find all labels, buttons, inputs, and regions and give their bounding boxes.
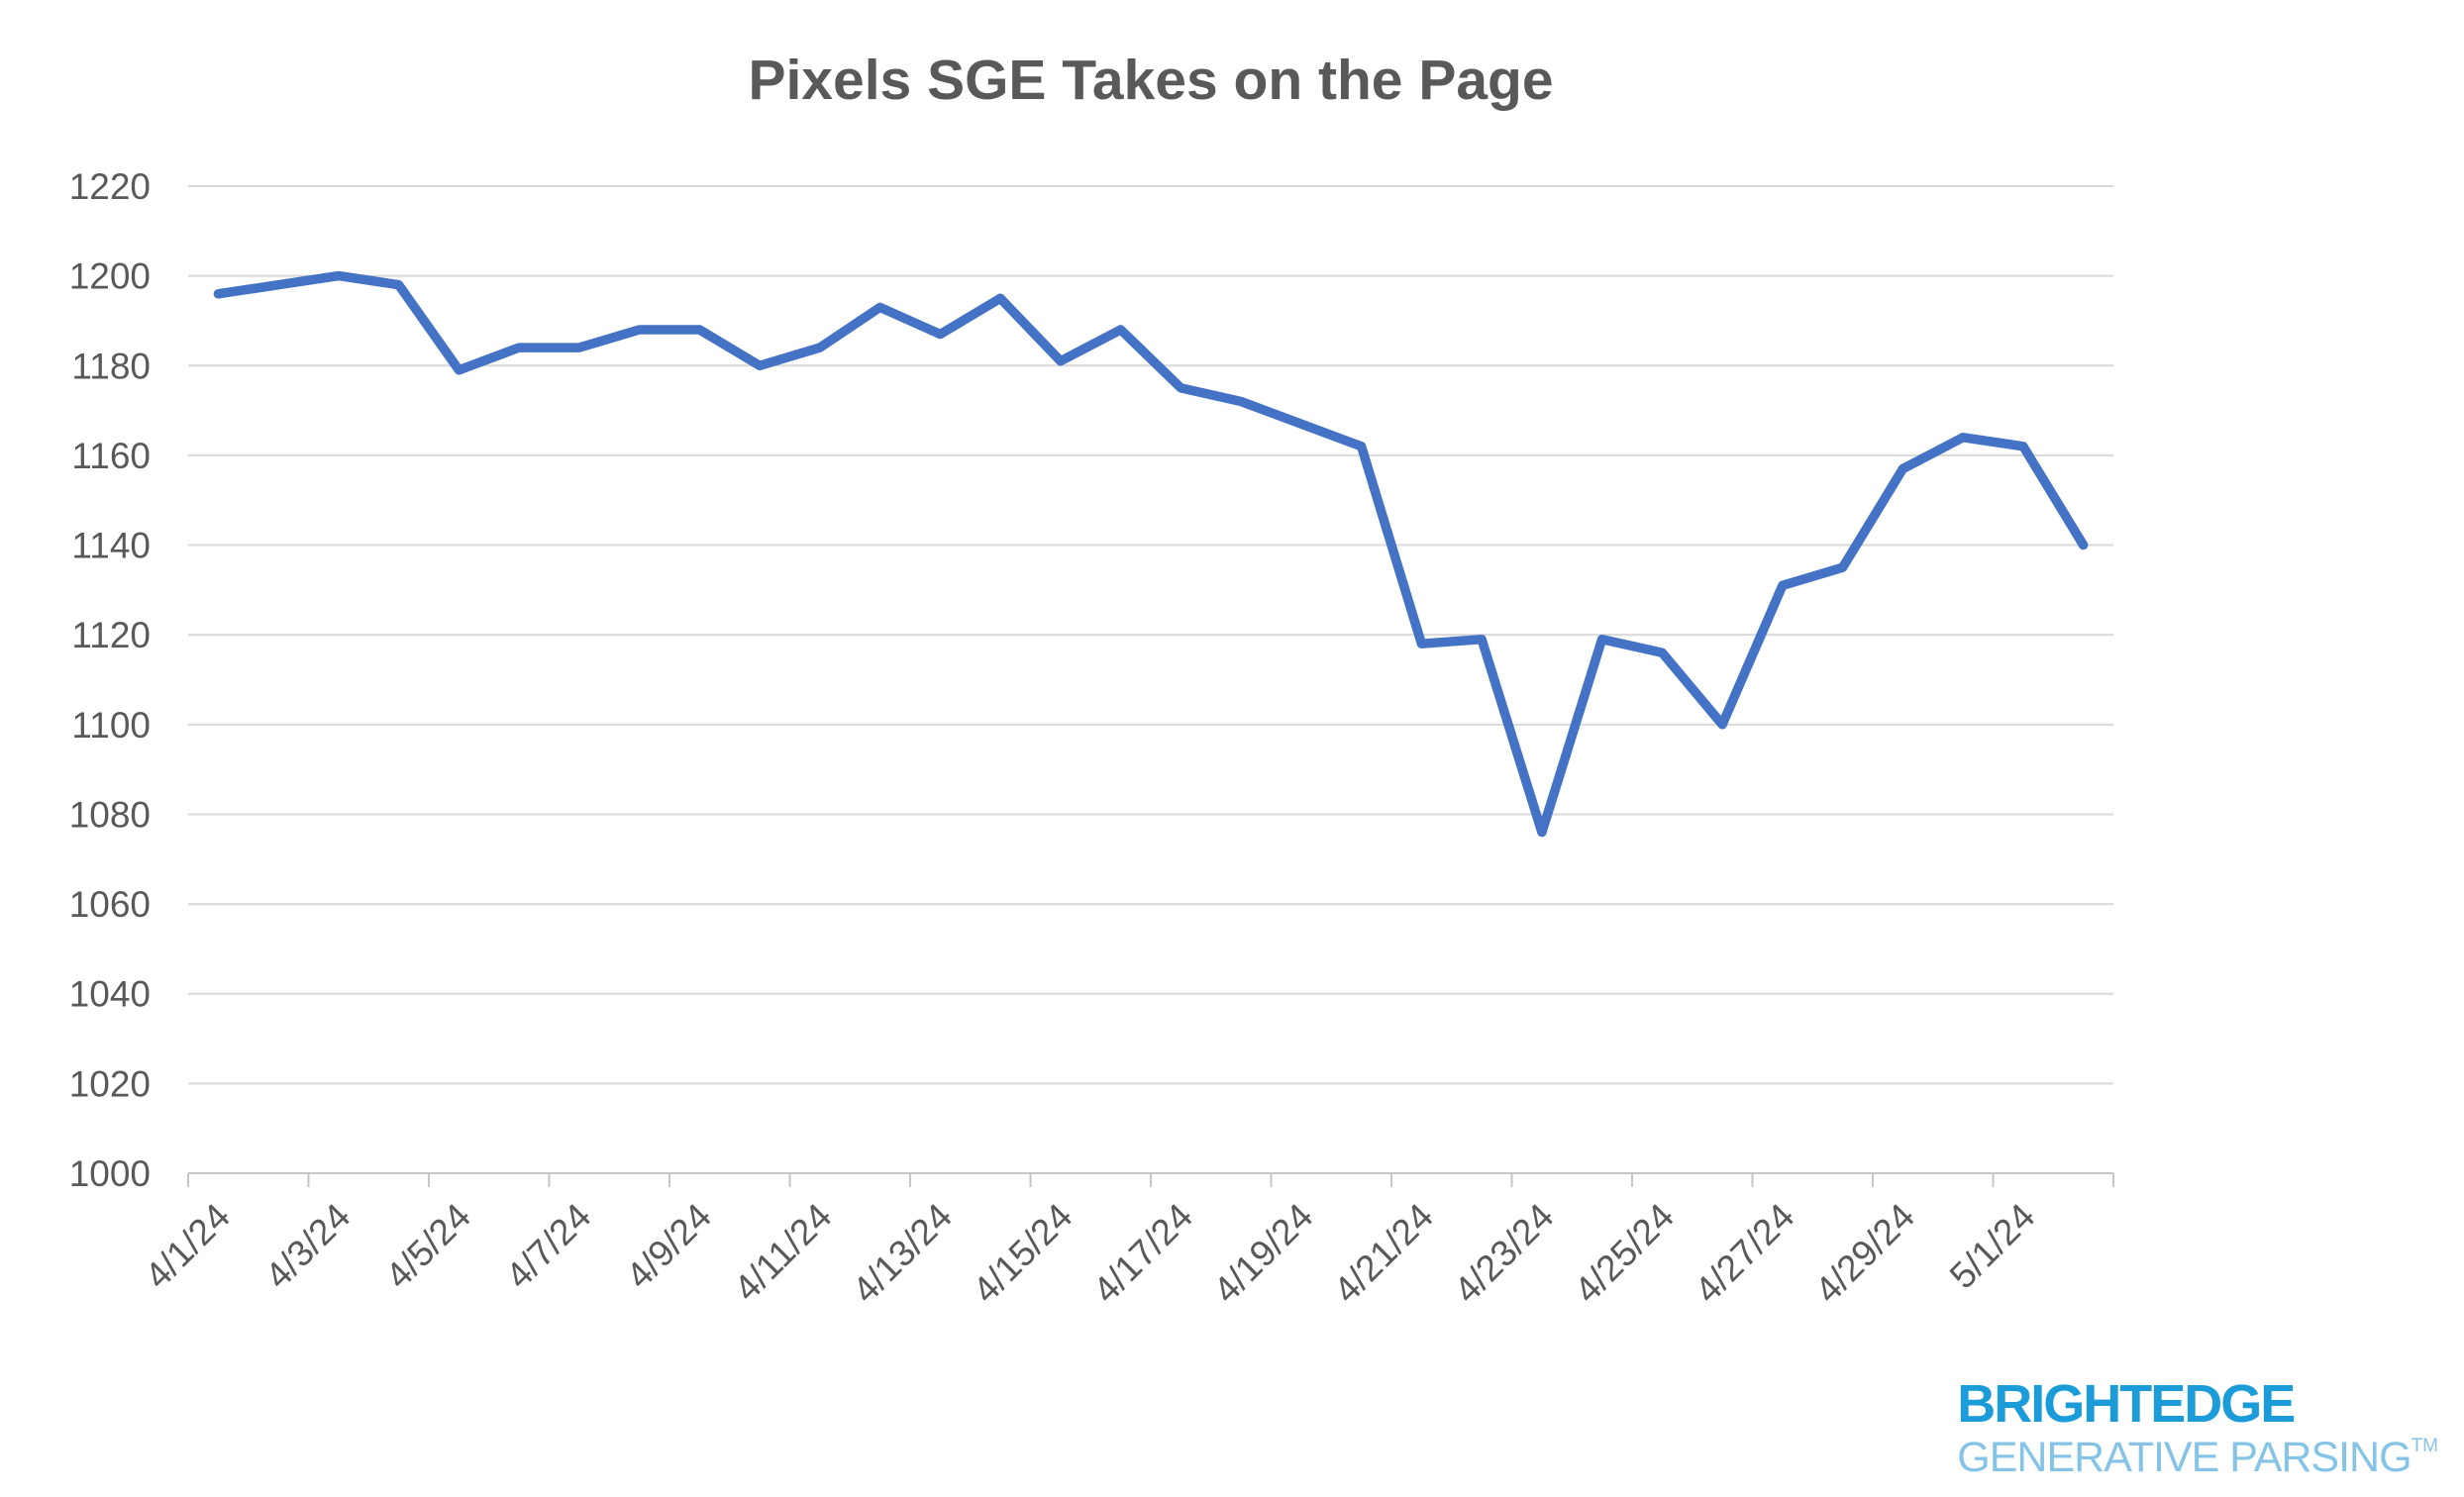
y-tick-label-1220: 1220 — [69, 166, 151, 207]
brightedge-logo-brand: BRIGHTEDGE — [1957, 1374, 2296, 1434]
trademark-symbol: TM — [2411, 1436, 2438, 1456]
x-tick-label-4/3/24: 4/3/24 — [257, 1196, 359, 1297]
x-tick-label-4/15/24: 4/15/24 — [965, 1196, 1079, 1311]
y-tick-label-1100: 1100 — [71, 705, 151, 746]
x-tick-label-4/27/24: 4/27/24 — [1687, 1196, 1801, 1311]
x-tick-label-4/21/24: 4/21/24 — [1326, 1196, 1441, 1311]
y-tick-label-1160: 1160 — [71, 436, 151, 476]
y-axis-labels: 1000 1020 1040 1060 1080 1100 1120 1140 1160 1180… — [69, 166, 151, 1194]
x-tick-label-4/13/24: 4/13/24 — [845, 1196, 960, 1311]
y-tick-label-1000: 1000 — [69, 1153, 151, 1194]
y-tick-label-1200: 1200 — [69, 256, 151, 297]
x-axis-labels: 4/1/24 4/3/24 4/5/24 4/7/24 4/9/24 4/11/24 4/1… — [137, 1196, 2042, 1311]
x-tick-label-4/7/24: 4/7/24 — [498, 1196, 599, 1297]
y-tick-label-1120: 1120 — [71, 615, 151, 655]
y-tick-label-1040: 1040 — [69, 974, 151, 1015]
y-tick-label-1080: 1080 — [69, 794, 151, 835]
brightedge-logo-tagline-text: GENERATIVE PARSING — [1957, 1434, 2412, 1481]
x-tick-label-4/11/24: 4/11/24 — [726, 1196, 839, 1309]
x-tick-label-4/1/24: 4/1/24 — [137, 1196, 238, 1297]
brightedge-logo-tagline: GENERATIVE PARSINGTM — [1957, 1437, 2438, 1479]
brightedge-logo: BRIGHTEDGE GENERATIVE PARSINGTM — [1957, 1377, 2438, 1479]
y-tick-label-1060: 1060 — [69, 884, 151, 925]
x-tick-label-4/17/24: 4/17/24 — [1085, 1196, 1200, 1311]
series-line — [213, 270, 2089, 838]
x-tick-label-4/25/24: 4/25/24 — [1567, 1196, 1682, 1311]
x-tick-label-4/19/24: 4/19/24 — [1205, 1196, 1320, 1311]
x-tick-label-4/29/24: 4/29/24 — [1807, 1196, 1922, 1311]
x-tick-label-4/5/24: 4/5/24 — [377, 1196, 478, 1297]
x-axis-ticks — [187, 1173, 2114, 1187]
x-tick-label-4/23/24: 4/23/24 — [1446, 1196, 1561, 1311]
x-tick-label-5/1/24: 5/1/24 — [1942, 1196, 2043, 1297]
x-tick-label-4/9/24: 4/9/24 — [618, 1196, 719, 1297]
y-tick-label-1180: 1180 — [71, 346, 151, 386]
y-tick-label-1020: 1020 — [69, 1063, 151, 1104]
chart-title: Pixels SGE Takes on the Page — [748, 49, 1553, 112]
y-tick-label-1140: 1140 — [71, 526, 151, 566]
gridlines — [188, 185, 2113, 1174]
